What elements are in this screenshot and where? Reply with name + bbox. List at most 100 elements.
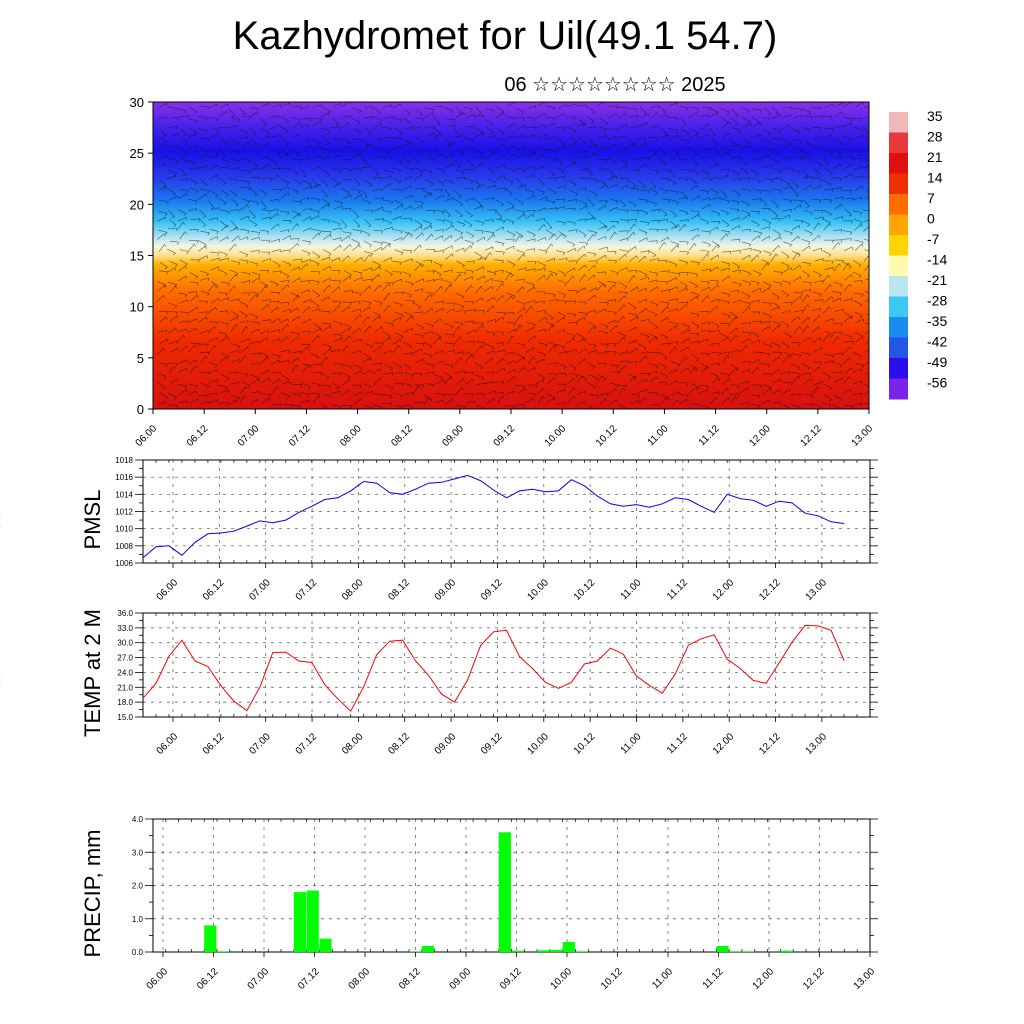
- wind-barb-flag: [166, 155, 168, 159]
- wind-barb: [271, 371, 281, 374]
- wind-barb: [811, 235, 820, 242]
- wind-barb: [741, 228, 751, 231]
- wind-barb-flag: [165, 213, 168, 217]
- wind-barb: [373, 247, 382, 253]
- wind-barb-flag: [819, 199, 822, 203]
- wind-barb: [261, 397, 270, 404]
- wind-barb-flag: [637, 188, 639, 192]
- wind-barb: [792, 204, 801, 210]
- wind-barb-flag: [727, 396, 730, 400]
- wind-barb-flag: [379, 120, 382, 123]
- wind-barb: [188, 318, 197, 323]
- wind-barb: [474, 149, 484, 154]
- wind-barb: [394, 200, 403, 205]
- wind-barb-flag: [245, 386, 248, 390]
- wind-barb: [812, 337, 821, 343]
- wind-barb: [578, 200, 588, 205]
- wind-barb: [311, 179, 319, 187]
- wind-barb: [791, 235, 799, 242]
- wind-barb: [689, 387, 697, 394]
- wind-barb-flag: [359, 272, 363, 276]
- wind-barb: [455, 247, 465, 252]
- wind-barb: [578, 136, 586, 144]
- wind-barb-flag: [185, 275, 187, 279]
- wind-barb: [433, 332, 442, 338]
- wind-barb-flag: [534, 268, 536, 272]
- wind-barb-flag: [278, 124, 280, 128]
- wind-barb: [352, 128, 362, 133]
- wind-barb: [178, 368, 187, 373]
- wind-barb: [199, 165, 208, 169]
- wind-barb-flag: [831, 355, 834, 359]
- wind-barb-flag: [346, 345, 349, 349]
- wind-barb-flag: [576, 374, 579, 378]
- wind-barb-flag: [585, 218, 587, 222]
- wind-barb: [607, 224, 615, 232]
- wind-barb: [208, 337, 218, 342]
- wind-barb: [443, 235, 452, 242]
- wind-barb-flag: [198, 218, 200, 222]
- wind-barb: [558, 279, 567, 284]
- wind-barb: [668, 169, 676, 176]
- wind-barb-flag: [346, 192, 350, 195]
- wind-barb: [813, 346, 822, 353]
- wind-barb: [568, 179, 577, 185]
- wind-barb: [578, 264, 586, 271]
- wind-barb: [464, 245, 471, 253]
- wind-barb: [463, 276, 473, 281]
- wind-barb-flag: [267, 304, 270, 308]
- wind-barb: [412, 157, 420, 164]
- wind-barb: [241, 169, 251, 172]
- wind-barb-flag: [216, 130, 219, 133]
- wind-barb: [414, 220, 423, 226]
- wind-barb: [382, 394, 392, 397]
- wind-barb: [169, 117, 179, 119]
- wind-barb: [474, 297, 483, 304]
- wind-barb: [463, 106, 473, 110]
- wind-barb-flag: [276, 386, 279, 390]
- wind-barb-flag: [523, 303, 526, 307]
- wind-barb-flag: [872, 296, 873, 299]
- wind-barb-flag: [779, 137, 781, 141]
- wind-barb-flag: [635, 219, 637, 223]
- wind-barb: [425, 383, 435, 385]
- wind-barb: [699, 385, 709, 387]
- wind-barb-flag: [850, 190, 852, 194]
- wind-barb-flag: [340, 335, 343, 339]
- colorbar-swatch: [889, 214, 908, 236]
- wind-barb-flag: [573, 377, 575, 382]
- wind-barb-flag: [750, 248, 752, 252]
- wind-barb: [587, 274, 595, 282]
- wind-barb-flag: [492, 219, 494, 223]
- wind-barb: [321, 256, 330, 261]
- wind-barb-flag: [872, 359, 873, 362]
- wind-barb-flag: [625, 385, 628, 389]
- wind-barb: [567, 348, 577, 353]
- wind-barb-flag: [553, 117, 555, 121]
- wind-barb-flag: [175, 126, 178, 130]
- wind-barb: [231, 198, 239, 206]
- wind-barb: [291, 223, 298, 231]
- wind-barb-flag: [244, 395, 247, 398]
- wind-barb-flag: [839, 398, 842, 402]
- wind-barb-flag: [576, 321, 578, 326]
- wind-barb-flag: [520, 234, 523, 238]
- wind-barb: [199, 209, 206, 217]
- wind-barb-flag: [329, 324, 332, 328]
- wind-barb-flag: [317, 211, 320, 215]
- wind-barb: [680, 323, 690, 328]
- wind-barb: [658, 259, 668, 262]
- wind-barb-flag: [491, 357, 494, 361]
- wind-barb-flag: [581, 337, 585, 340]
- wind-barb-flag: [277, 213, 279, 217]
- wind-barb: [466, 114, 476, 118]
- wind-barb: [556, 157, 564, 165]
- wind-barb: [373, 116, 382, 121]
- wind-barb: [578, 205, 588, 211]
- wind-barb: [485, 381, 494, 384]
- wind-barb-flag: [800, 296, 802, 300]
- wind-barb-flag: [278, 292, 280, 296]
- wind-barb: [638, 237, 648, 243]
- wind-barb-flag: [768, 326, 770, 330]
- wind-barb: [679, 393, 689, 396]
